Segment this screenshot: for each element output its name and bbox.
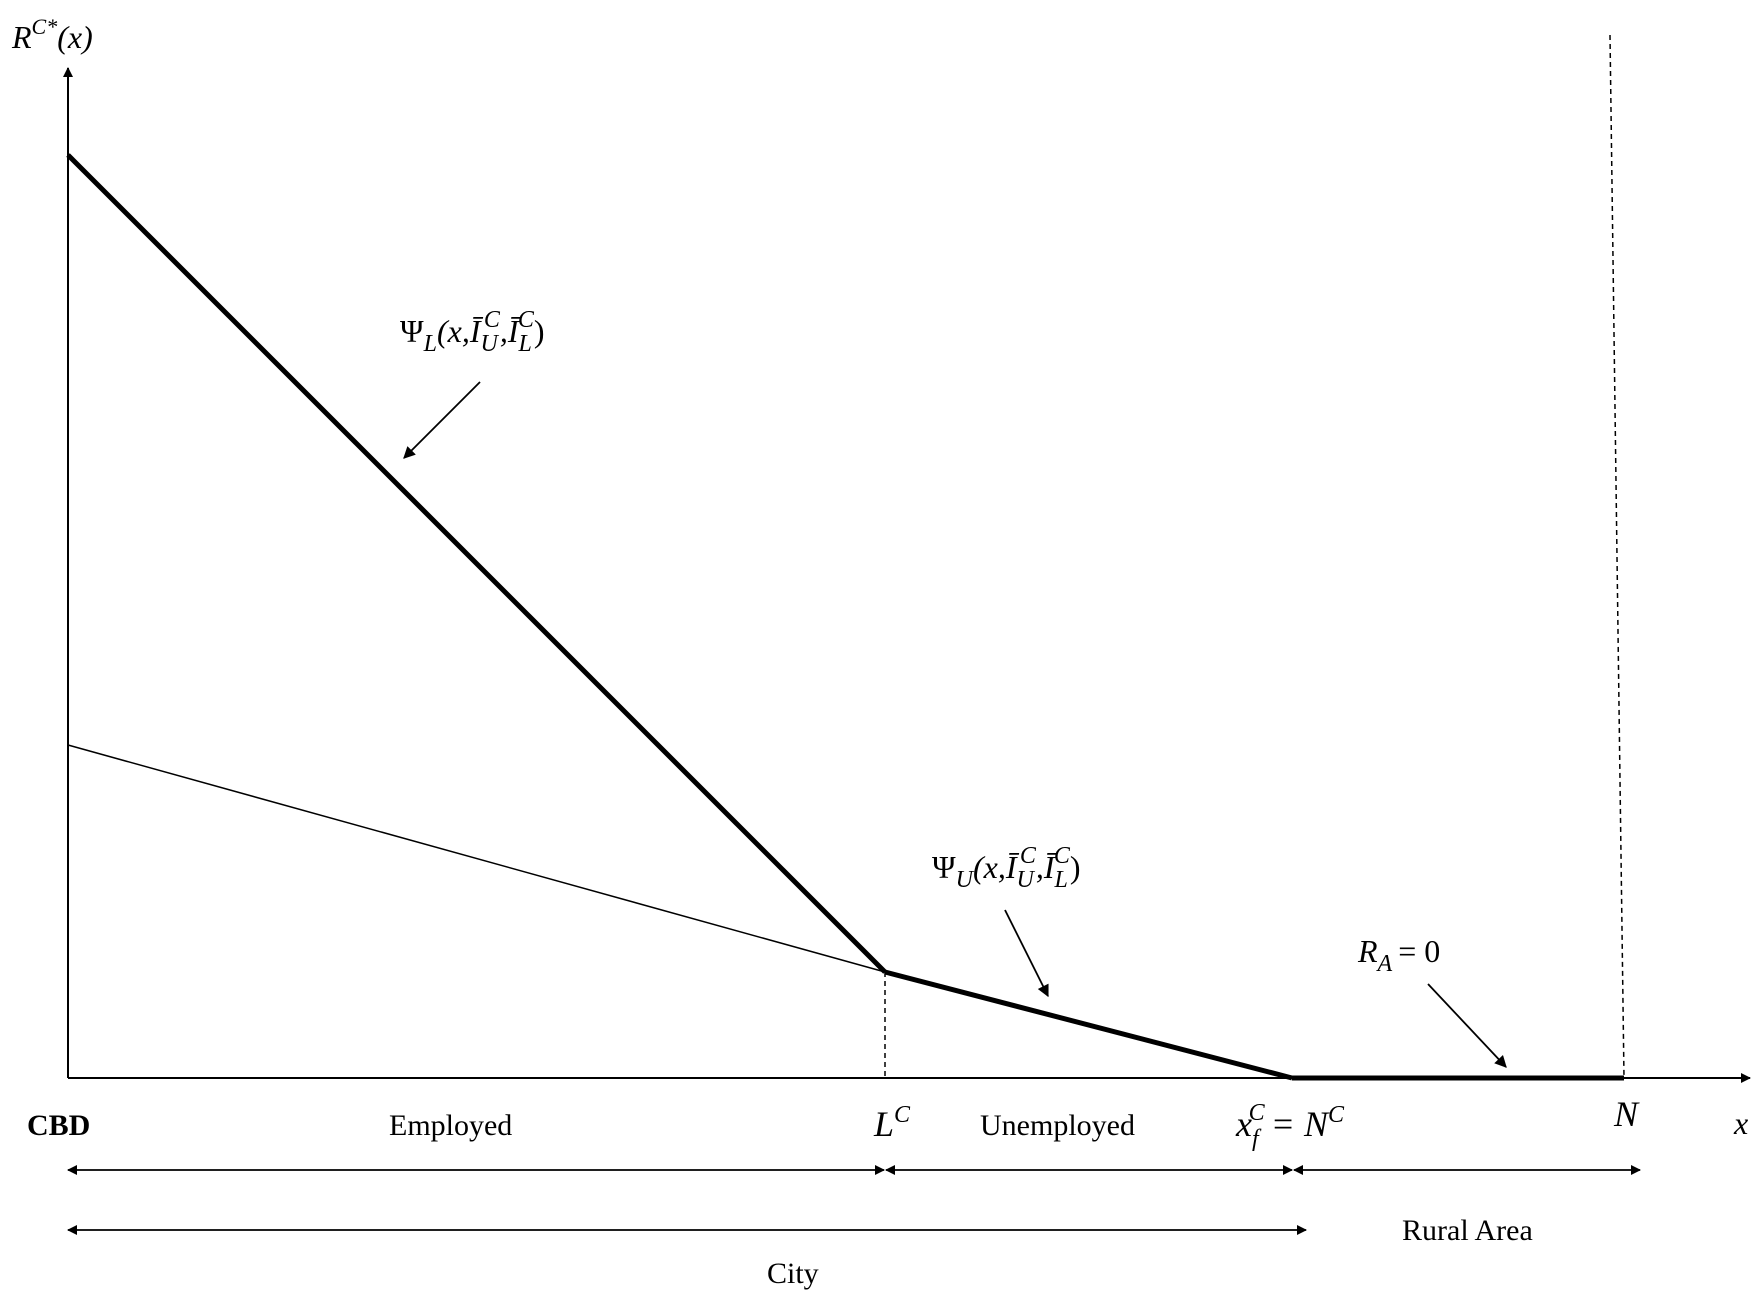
rural-rent-pointer-arrow [1427, 983, 1507, 1068]
xf-label: xfC = NC [1235, 1100, 1345, 1152]
y-axis-label: RC*(x) [11, 14, 93, 55]
N-label: N [1613, 1094, 1640, 1134]
psi-L-label: ΨL(x,ĪUC,ĪLC) [400, 307, 545, 357]
psi-L-curve [66, 153, 887, 974]
city-label: City [767, 1257, 819, 1290]
psi-U-equilibrium-segment [884, 969, 1293, 1081]
N-dashed-line [1609, 34, 1625, 1079]
employed-label: Employed [389, 1109, 512, 1142]
psi-U-curve [67, 744, 886, 973]
psi-U-pointer-arrow [1004, 909, 1049, 998]
psi-L-pointer-arrow [403, 381, 481, 459]
psi-U-label: ΨU(x,ĪUC,ĪLC) [932, 843, 1081, 893]
rural-area-label: Rural Area [1402, 1214, 1533, 1247]
unemployed-label: Unemployed [980, 1109, 1135, 1142]
rural-rent-label: RA = 0 [1357, 933, 1440, 977]
x-axis-label: x [1733, 1105, 1748, 1141]
origin-label: CBD [27, 1109, 90, 1142]
LC-label: LC [873, 1102, 911, 1144]
